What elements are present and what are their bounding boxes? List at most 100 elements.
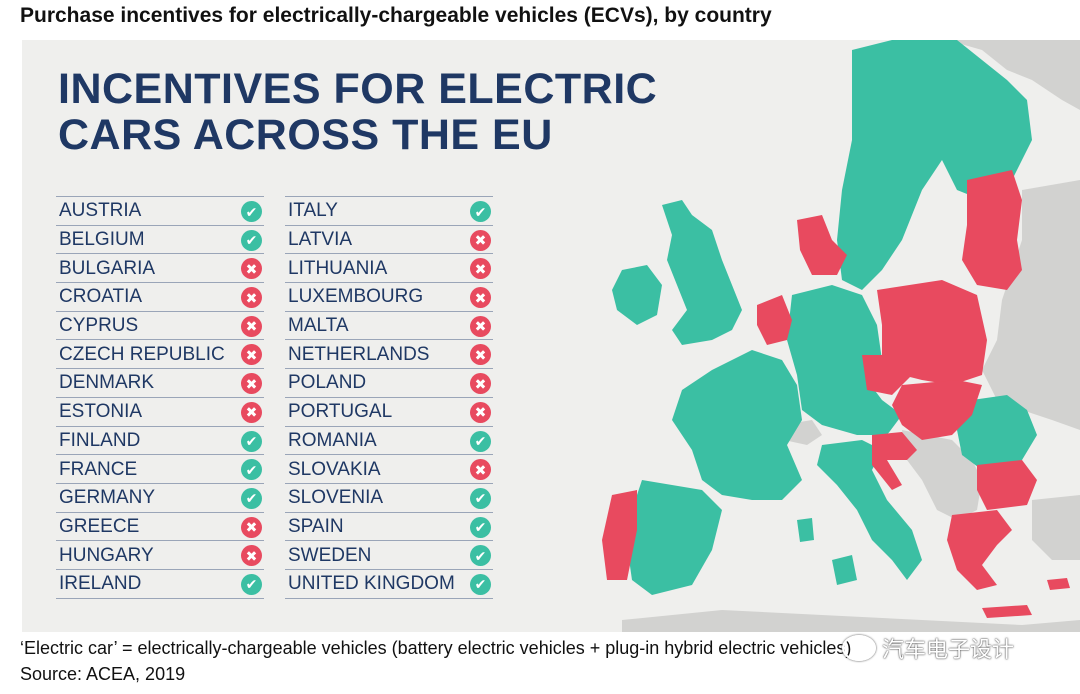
watermark: 汽车电子设计 [842,632,1014,664]
country-list-right: ITALY ✔ LATVIA ✖ LITHUANIA ✖ LUXEMBOURG ✖ MALTA ✖… [285,196,493,599]
page-title: Purchase incentives for electrically-cha… [20,4,772,27]
country-name: LUXEMBOURG [288,286,424,308]
source-note: Source: ACEA, 2019 [20,664,186,684]
country-row: SPAIN ✔ [285,511,493,541]
country-row: DENMARK ✖ [56,368,264,397]
map-norway [947,40,1080,110]
country-name: ITALY [288,200,338,222]
country-name: LATVIA [288,229,353,251]
country-name: FRANCE [59,458,138,480]
country-name: BULGARIA [59,257,156,279]
check-circle-icon: ✔ [470,487,491,509]
check-circle-icon: ✔ [470,430,491,452]
country-name: FINLAND [59,429,141,451]
country-row: POLAND ✖ [285,368,493,397]
country-row: PORTUGAL ✖ [285,396,493,426]
cross-circle-icon: ✖ [241,344,262,366]
country-name: BELGIUM [59,229,145,251]
cross-circle-icon: ✖ [470,287,491,309]
country-name: CYPRUS [59,315,139,337]
country-list-left: AUSTRIA ✔ BELGIUM ✔ BULGARIA ✖ CROATIA ✖ CYPRUS ✖… [56,196,264,599]
country-name: LITHUANIA [288,257,388,279]
country-name: DENMARK [59,372,155,394]
country-name: CZECH REPUBLIC [59,343,225,365]
country-row: BELGIUM ✔ [56,224,264,254]
list-bottom-rule [285,597,493,599]
country-row: GREECE ✖ [56,511,264,541]
country-name: SWEDEN [288,544,372,566]
footnote: ‘Electric car’ = electrically-chargeable… [20,638,852,658]
check-circle-icon: ✔ [470,573,491,595]
cross-circle-icon: ✖ [241,287,262,309]
country-name: NETHERLANDS [288,343,430,365]
cross-circle-icon: ✖ [241,516,262,538]
cross-circle-icon: ✖ [241,373,262,395]
cross-circle-icon: ✖ [470,344,491,366]
check-circle-icon: ✔ [241,573,262,595]
check-circle-icon: ✔ [470,516,491,538]
map-poland-czech [862,280,987,395]
cross-circle-icon: ✖ [241,258,262,280]
map-baltics [962,170,1022,290]
cross-circle-icon: ✖ [470,315,491,337]
country-row: LATVIA ✖ [285,224,493,254]
country-row: FRANCE ✔ [56,454,264,483]
country-row: ESTONIA ✖ [56,396,264,426]
map-turkey [1032,495,1080,560]
infographic-heading: INCENTIVES FOR ELECTRIC CARS ACROSS THE … [58,65,658,159]
country-row: AUSTRIA ✔ [56,196,264,225]
cross-circle-icon: ✖ [241,401,262,423]
country-row: BULGARIA ✖ [56,253,264,282]
wechat-icon [842,635,876,661]
map-france-belgium [672,350,802,500]
check-circle-icon: ✔ [241,430,262,452]
cross-circle-icon: ✖ [470,258,491,280]
country-name: PORTUGAL [288,401,393,423]
country-name: MALTA [288,315,349,337]
country-name: IRELAND [59,573,142,595]
country-row: LUXEMBOURG ✖ [285,282,493,311]
country-name: SLOVENIA [288,487,384,509]
map-portugal [602,490,637,580]
cross-circle-icon: ✖ [470,229,491,251]
cross-circle-icon: ✖ [241,545,262,567]
check-circle-icon: ✔ [241,201,262,222]
country-row: SLOVENIA ✔ [285,482,493,512]
country-row: LITHUANIA ✖ [285,253,493,282]
country-name: ROMANIA [288,429,377,451]
country-row: CROATIA ✖ [56,282,264,311]
map-sweden-finland [837,40,1032,290]
map-netherlands [757,295,792,345]
map-russia-belarus-ukraine [982,180,1080,430]
map-cyprus [1047,578,1070,590]
europe-map [602,40,1080,632]
map-north-africa [622,610,1080,632]
cross-circle-icon: ✖ [470,373,491,395]
map-spain [627,480,722,595]
country-row: ITALY ✔ [285,196,493,225]
infographic-panel: INCENTIVES FOR ELECTRIC CARS ACROSS THE … [22,40,1080,632]
country-name: CROATIA [59,286,143,308]
country-name: HUNGARY [59,544,154,566]
country-name: ESTONIA [59,401,143,423]
map-bulgaria [977,460,1037,510]
country-name: POLAND [288,372,367,394]
country-name: SLOVAKIA [288,458,381,480]
cross-circle-icon: ✖ [241,315,262,337]
check-circle-icon: ✔ [241,229,262,251]
map-slovakia-hungary [892,380,982,440]
country-row: GERMANY ✔ [56,482,264,512]
map-greece [947,510,1032,618]
map-croatia [872,432,917,490]
country-row: FINLAND ✔ [56,425,264,455]
watermark-text: 汽车电子设计 [882,637,1015,662]
map-romania [957,395,1037,470]
map-italy-slovenia [797,440,922,585]
country-row: HUNGARY ✖ [56,540,264,569]
country-row: SLOVAKIA ✖ [285,454,493,483]
country-name: SPAIN [288,515,344,537]
map-germany-austria [787,285,902,435]
check-circle-icon: ✔ [241,487,262,509]
check-circle-icon: ✔ [241,459,262,481]
list-bottom-rule [56,597,264,599]
